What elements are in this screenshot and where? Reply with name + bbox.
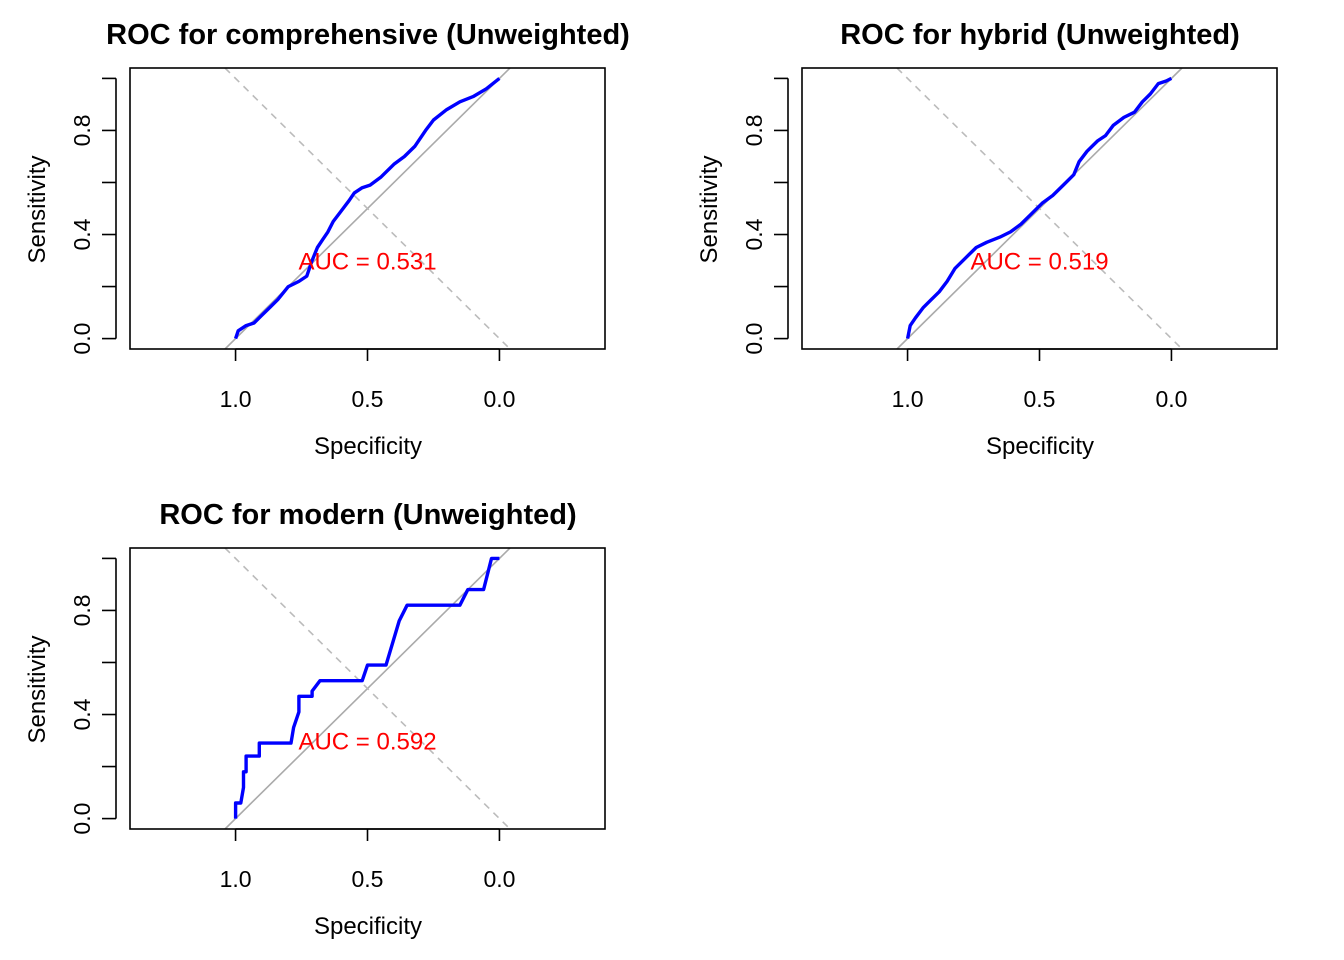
x-tick-label: 0.5: [352, 386, 384, 412]
y-tick-label: 0.0: [69, 803, 95, 835]
auc-annotation: AUC = 0.519: [970, 249, 1108, 276]
chart-title: ROC for hybrid (Unweighted): [840, 19, 1240, 51]
chart-title: ROC for modern (Unweighted): [159, 499, 576, 531]
x-tick-label: 0.0: [483, 386, 515, 412]
y-tick-label: 0.4: [741, 218, 767, 250]
x-axis-label: Specificity: [314, 433, 422, 460]
x-tick-label: 0.0: [1155, 386, 1187, 412]
y-axis-label: Sensitivity: [24, 155, 51, 263]
roc-curve-1: [233, 556, 500, 819]
x-tick-label: 0.0: [483, 866, 515, 892]
x-axis-label: Specificity: [314, 913, 422, 940]
auc-annotation: AUC = 0.592: [298, 729, 436, 756]
x-tick-label: 1.0: [220, 866, 252, 892]
x-tick-label: 1.0: [892, 386, 924, 412]
roc-panel-2: ROC for hybrid (Unweighted) 0.0 0.4 0.8 1.0 0…: [696, 19, 1278, 460]
x-tick-label: 0.5: [352, 866, 384, 892]
y-axis-label: Sensitivity: [24, 635, 51, 743]
x-tick-label: 0.5: [1024, 386, 1056, 412]
x-axis-label: Specificity: [986, 433, 1094, 460]
y-tick-label: 0.0: [741, 323, 767, 355]
y-tick-label: 0.8: [69, 114, 95, 146]
dashed-diagonal: [896, 67, 1183, 350]
y-tick-label: 0.8: [69, 594, 95, 626]
y-axis-label: Sensitivity: [696, 155, 723, 263]
roc-curve-1: [905, 76, 1173, 339]
dashed-diagonal: [224, 547, 511, 830]
chart-title: ROC for comprehensive (Unweighted): [106, 19, 630, 51]
dashed-diagonal: [224, 67, 511, 350]
auc-annotation: AUC = 0.531: [298, 249, 436, 276]
x-tick-label: 1.0: [220, 386, 252, 412]
y-tick-label: 0.8: [741, 114, 767, 146]
y-tick-label: 0.0: [69, 323, 95, 355]
y-tick-label: 0.4: [69, 698, 95, 730]
roc-panel-3: ROC for modern (Unweighted) 0.0 0.4 0.8 1.0 0…: [24, 499, 606, 940]
y-tick-label: 0.4: [69, 218, 95, 250]
roc-panel-1: ROC for comprehensive (Unweighted) 0.0 0.4…: [24, 19, 630, 460]
roc-curve-1: [233, 77, 501, 340]
